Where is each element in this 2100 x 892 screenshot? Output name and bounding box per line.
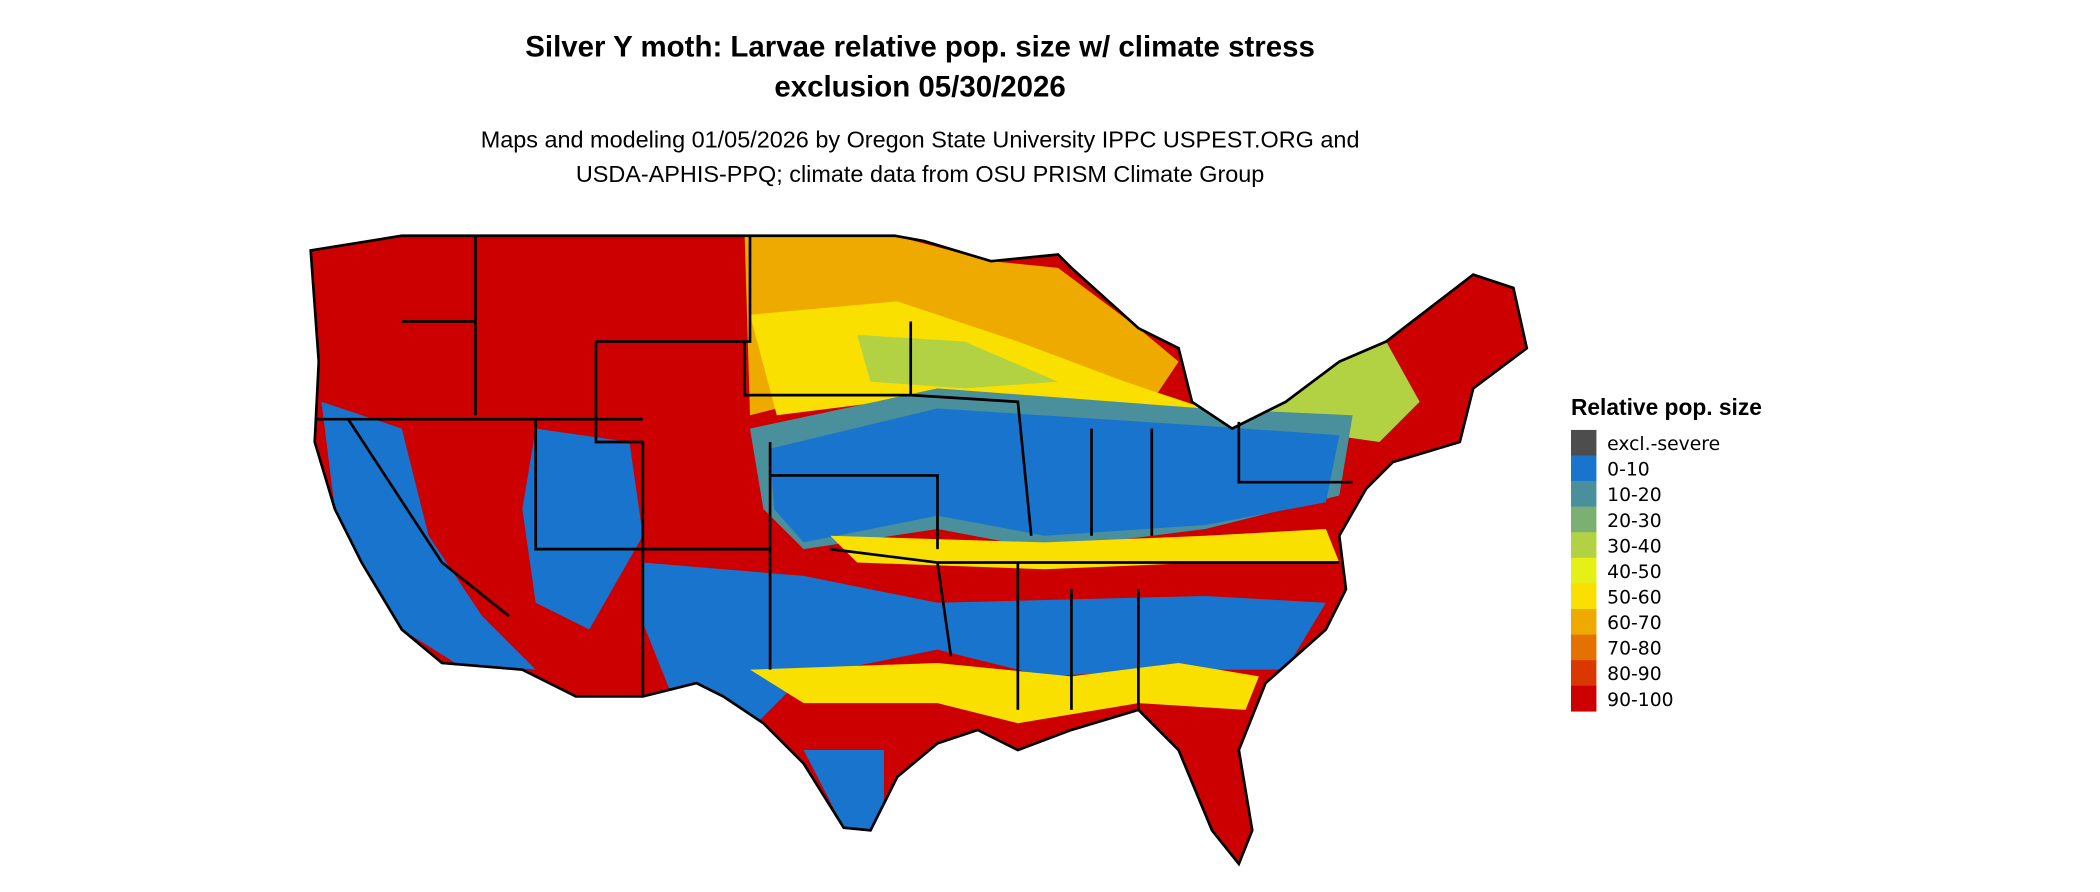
legend-swatch [1570, 685, 1597, 712]
zone-0-10-south [642, 562, 1326, 730]
zone-30-40 [857, 334, 1059, 389]
legend-swatch [1570, 532, 1597, 559]
legend-swatch [1570, 608, 1597, 635]
legend-label: 90-100 [1607, 690, 1673, 711]
legend-swatch [1570, 557, 1597, 584]
legend-label: 80-90 [1607, 664, 1661, 685]
state-borders [309, 234, 1529, 866]
title-line-1: Silver Y moth: Larvae relative pop. size… [525, 30, 1315, 63]
legend: Relative pop. size excl.-severe 0-10 10-20… [1570, 394, 1762, 712]
zone-great-basin [522, 428, 643, 630]
zone-0-10-central [770, 408, 1340, 543]
legend-swatch [1570, 506, 1597, 533]
legend-swatch [1570, 455, 1597, 482]
subtitle-line-2: USDA-APHIS-PPQ; climate data from OSU PR… [576, 161, 1265, 187]
legend-swatch [1570, 583, 1597, 610]
zone-south-texas [803, 750, 884, 831]
us-map-raster [310, 235, 1527, 864]
legend-swatch [1570, 481, 1597, 507]
legend-label: 10-20 [1607, 485, 1661, 506]
subtitle-line-1: Maps and modeling 01/05/2026 by Oregon S… [481, 126, 1360, 152]
legend-label: 70-80 [1607, 639, 1661, 660]
legend-label: 60-70 [1607, 613, 1661, 634]
legend-label: 30-40 [1607, 536, 1661, 557]
legend-label: excl.-severe [1607, 434, 1720, 455]
title-line-2: exclusion 05/30/2026 [774, 70, 1065, 103]
legend-label: 20-30 [1607, 511, 1661, 532]
zone-gulf-band [750, 662, 1259, 724]
legend-swatch [1570, 634, 1597, 661]
legend-swatch [1570, 429, 1597, 456]
legend-label: 40-50 [1607, 562, 1661, 583]
legend-swatch [1570, 660, 1597, 686]
legend-label: 0-10 [1607, 460, 1650, 481]
legend-title: Relative pop. size [1571, 394, 1762, 420]
legend-label: 50-60 [1607, 588, 1661, 609]
zone-transition-band [830, 529, 1340, 570]
